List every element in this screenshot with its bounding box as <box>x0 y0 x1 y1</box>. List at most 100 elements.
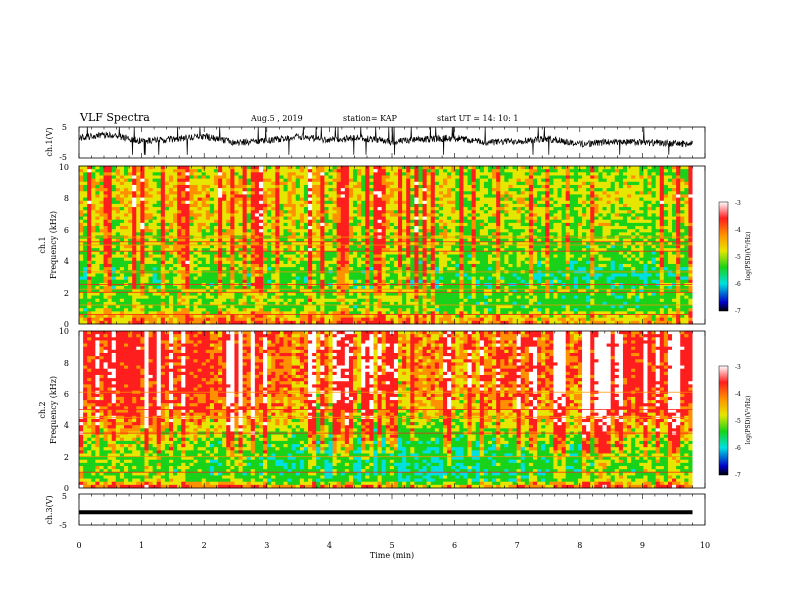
spec1-cell <box>577 169 583 173</box>
spec1-cell <box>361 191 366 195</box>
spec1-cell <box>373 229 378 233</box>
spec1-cell <box>659 254 665 259</box>
spec1-cell <box>573 175 579 180</box>
spec1-cell <box>582 241 587 246</box>
spec1-cell <box>258 197 264 202</box>
spec1-cell <box>95 184 100 189</box>
spec1-cell <box>295 257 301 262</box>
spec1-cell <box>406 248 411 252</box>
spec1-cell <box>312 232 317 236</box>
spec1-cell <box>500 260 505 265</box>
spec1-cell <box>573 254 579 259</box>
spec1-cell <box>115 175 121 180</box>
spec1-cell <box>455 172 460 176</box>
spec1-cell <box>520 181 526 186</box>
spec1-cell <box>463 166 468 170</box>
spec1-cell <box>659 232 665 236</box>
spec1-cell <box>422 166 428 170</box>
spec1-cell <box>123 254 129 259</box>
spec1-cell <box>132 166 137 170</box>
spec1-cell <box>475 232 481 236</box>
spec1-cell <box>79 232 84 236</box>
spec1-cell <box>353 184 358 189</box>
spec1-cell <box>586 229 591 233</box>
spec1-cell <box>414 257 419 262</box>
spec1-cell <box>263 207 268 211</box>
spec1-cell <box>279 213 284 217</box>
spec1-cell <box>185 251 190 255</box>
spec1-cell <box>545 200 550 205</box>
spec1-cell <box>586 200 591 205</box>
spec1-cell <box>643 181 648 186</box>
spec1-cell <box>99 181 104 186</box>
spec1-cell <box>631 197 636 202</box>
spec1-cell <box>263 188 268 192</box>
spec1-cell <box>103 238 109 243</box>
spec1-cell <box>320 216 325 221</box>
spec1-cell <box>193 260 199 265</box>
spec1-cell <box>303 188 309 192</box>
spec1-cell <box>434 188 440 192</box>
spec1-cell <box>209 226 215 230</box>
spec1-cell <box>610 254 616 259</box>
spec1-cell <box>569 188 575 192</box>
spec1-cell <box>569 216 575 221</box>
spec1-cell <box>500 213 505 217</box>
spec1-cell <box>144 263 149 268</box>
spec1-cell <box>602 245 607 249</box>
spec1-cell <box>340 216 346 221</box>
spec1-cell <box>516 222 522 227</box>
spec1-cell <box>308 248 313 252</box>
spec1-cell <box>254 191 260 195</box>
spec1-cell <box>177 169 182 173</box>
spec1-cell <box>275 178 280 183</box>
spec1-cell <box>565 219 571 224</box>
spec1-cell <box>287 251 293 255</box>
spec1-cell <box>524 263 530 268</box>
spec1-cell <box>312 188 317 192</box>
spec1-cell <box>316 263 321 268</box>
spec1-cell <box>156 172 162 176</box>
spec1-cell <box>590 260 595 265</box>
spec1-cell <box>443 188 448 192</box>
spec1-cell <box>500 257 505 262</box>
spec1-cell <box>128 216 133 221</box>
spec1-cell <box>197 175 203 180</box>
spec1-cell <box>426 184 432 189</box>
spec1-cell <box>312 181 317 186</box>
spec1-cell <box>344 263 350 268</box>
spec1-cell <box>246 191 252 195</box>
spec1-cell <box>83 191 88 195</box>
spec1-cell <box>610 260 616 265</box>
spec1-cell <box>369 245 374 249</box>
spec1-cell <box>447 245 452 249</box>
spec1-cell <box>459 222 464 227</box>
spec1-cell <box>119 194 125 198</box>
spec1-cell <box>672 188 677 192</box>
spec1-cell <box>263 203 268 208</box>
spec1-cell <box>95 254 100 259</box>
spec1-cell <box>451 216 456 221</box>
spec1-cell <box>299 181 305 186</box>
spec1-cell <box>115 245 121 249</box>
spec1-cell <box>230 263 235 268</box>
spec1-cell <box>303 226 309 230</box>
spec1-cell <box>406 216 411 221</box>
spec1-cell <box>340 203 346 208</box>
spec1-cell <box>541 222 546 227</box>
spec1-cell <box>479 238 485 243</box>
spec1-cell <box>218 194 223 198</box>
spec1-cell <box>561 232 567 236</box>
spec1-cell <box>422 254 428 259</box>
spec1-cell <box>590 229 595 233</box>
spec1-cell <box>193 197 199 202</box>
spec1-cell <box>148 175 154 180</box>
spec1-cell <box>573 238 579 243</box>
spec1-cell <box>434 191 440 195</box>
spec1-cell <box>647 175 652 180</box>
spec1-cell <box>414 216 419 221</box>
spec1-cell <box>684 166 689 170</box>
spec1-cell <box>467 257 473 262</box>
spec1-cell <box>328 222 333 227</box>
spec1-cell <box>336 194 342 198</box>
